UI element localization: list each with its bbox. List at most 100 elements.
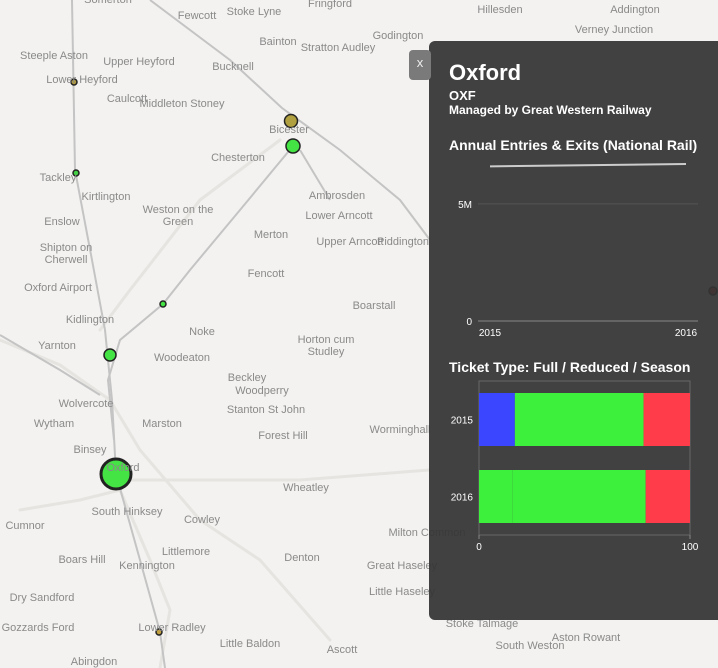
x-tick-label: 2016	[675, 328, 698, 339]
place-label: Forest Hill	[258, 430, 308, 442]
x-tick-label: 0	[476, 542, 482, 553]
place-label: Stratton Audley	[300, 42, 376, 54]
place-label: Upper Heyford	[103, 56, 175, 68]
bar-segment	[479, 393, 515, 446]
place-label: South Weston	[495, 640, 565, 652]
place-label: Cumnor	[5, 520, 45, 532]
place-label: Woodperry	[235, 385, 289, 397]
place-label: Wolvercote	[58, 398, 114, 410]
bar-segment	[512, 470, 646, 523]
place-label: Chesterton	[211, 152, 265, 164]
road	[128, 468, 431, 482]
place-label: Noke	[189, 326, 215, 338]
place-label: Boarstall	[352, 300, 396, 312]
station[interactable]	[103, 348, 117, 362]
y-tick-label: 2015	[451, 416, 474, 427]
place-label: Binsey	[73, 444, 107, 456]
place-label: Fencott	[247, 268, 285, 280]
place-label: Little Baldon	[219, 638, 281, 650]
place-label: Hillesden	[477, 4, 523, 16]
line	[489, 163, 687, 168]
place-label: Yarnton	[38, 340, 76, 352]
place-label: Addington	[610, 4, 660, 16]
bar-segment	[643, 393, 690, 446]
railways	[0, 0, 431, 668]
station-selected[interactable]	[99, 457, 133, 491]
place-label: Stanton St John	[226, 404, 306, 416]
station-manager: Managed by Great Western Railway	[449, 103, 652, 117]
station-title: Oxford	[449, 60, 522, 85]
place-label: Ambrosden	[308, 190, 366, 202]
place-label: Lower Arncott	[305, 210, 373, 222]
place-label: Godington	[372, 30, 424, 42]
place-label: Bainton	[259, 36, 297, 48]
road	[118, 488, 172, 668]
railway	[299, 149, 331, 201]
place-label: Oxford Airport	[24, 282, 92, 294]
place-label: Kidlington	[65, 314, 115, 326]
chart-title: Ticket Type: Full / Reduced / Season	[449, 359, 691, 375]
station-code: OXF	[449, 88, 476, 103]
plot-frame	[478, 380, 691, 536]
place-label: South Hinksey	[91, 506, 163, 518]
place-label: Fewcott	[177, 10, 217, 22]
railway	[149, 0, 431, 241]
place-label: Enslow	[44, 216, 80, 228]
place-label: Kennington	[119, 560, 175, 572]
railway	[71, 0, 166, 668]
station[interactable]	[285, 138, 301, 154]
station[interactable]	[159, 300, 167, 308]
place-label: Oxford	[106, 462, 140, 474]
place-label: Woodeaton	[153, 352, 211, 364]
place-label: Dry Sandford	[9, 592, 75, 604]
place-label: Cowley	[183, 514, 221, 526]
place-label: Boars Hill	[58, 554, 106, 566]
place-label: Bucknell	[212, 61, 254, 73]
place-label: Wheatley	[283, 482, 329, 494]
place-label: Piddington	[377, 236, 429, 248]
place-label: Kirtlington	[81, 191, 131, 203]
place-label: Weston on the Green	[142, 204, 214, 228]
place-label: Lower Heyford	[46, 74, 118, 86]
place-label: Denton	[284, 552, 320, 564]
place-label: Stoke Talmage	[445, 618, 519, 630]
place-label: Ascott	[326, 644, 358, 656]
place-label: Aston Rowant	[551, 632, 621, 644]
place-label: Shipton on Cherwell	[39, 242, 93, 266]
chart-title: Annual Entries & Exits (National Rail)	[449, 137, 698, 153]
place-label: Merton	[253, 229, 289, 241]
place-label: Littlemore	[161, 546, 211, 558]
panel-charts: 0 5M 2015 2016 0 100 2015 2016	[451, 163, 699, 553]
station[interactable]	[70, 78, 78, 86]
place-label: Caulcott	[106, 93, 148, 105]
place-label: Verney Junction	[574, 24, 654, 36]
place-label: Wytham	[33, 418, 75, 430]
x-tick-label: 2015	[479, 328, 502, 339]
place-label: Fringford	[307, 0, 353, 10]
place-label: Steeple Aston	[20, 50, 88, 62]
y-tick-label: 5M	[458, 200, 472, 211]
place-label: Middleton Stoney	[139, 98, 225, 110]
place-label: Little Haseley	[368, 586, 436, 598]
bar-segment	[479, 470, 513, 523]
bar-segment	[645, 470, 690, 523]
close-button[interactable]: x	[409, 50, 431, 80]
place-label: Stoke Lyne	[226, 6, 282, 18]
station[interactable]	[155, 628, 163, 636]
place-label: Bicester	[269, 124, 309, 136]
place-label: Beckley	[227, 372, 267, 384]
place-label: Lower Radley	[138, 622, 206, 634]
y-tick-label: 2016	[451, 493, 474, 504]
railway	[0, 334, 101, 396]
place-label: Upper Arncott	[316, 236, 384, 248]
station[interactable]	[72, 169, 80, 177]
x-tick-label: 100	[682, 542, 699, 553]
place-label: Worminghall	[369, 424, 431, 436]
place-label: Tackley	[39, 172, 77, 184]
roads	[0, 138, 431, 668]
info-panel: 0 5M 2015 2016 0 100 2015 2016	[429, 41, 718, 620]
station[interactable]	[283, 113, 299, 129]
place-label: Gozzards Ford	[1, 622, 75, 634]
